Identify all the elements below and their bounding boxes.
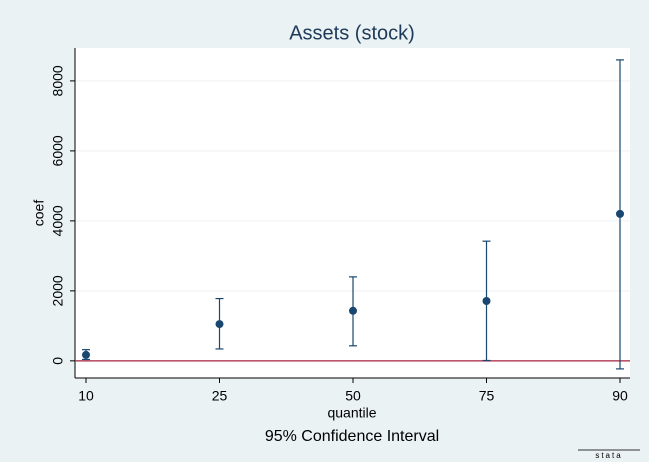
x-tick-label: 50 <box>345 388 361 404</box>
point <box>82 350 90 359</box>
x-tick-label: 10 <box>78 388 94 404</box>
chart-title: Assets (stock) <box>289 22 415 44</box>
x-tick-label: 25 <box>212 388 228 404</box>
y-tick-label: 4000 <box>50 205 66 236</box>
y-axis-label: coef <box>31 200 47 227</box>
point <box>616 209 624 218</box>
y-tick-label: 8000 <box>50 65 66 96</box>
point <box>482 297 491 306</box>
note: 95% Confidence Interval <box>265 428 439 445</box>
logo: stata <box>595 451 622 460</box>
x-tick-label: 90 <box>612 388 628 404</box>
y-tick-label: 6000 <box>50 135 66 166</box>
point <box>349 306 357 315</box>
x-axis-label: quantile <box>327 405 376 421</box>
y-tick-label: 0 <box>50 357 66 365</box>
point <box>215 320 224 329</box>
x-tick-label: 75 <box>479 388 495 404</box>
y-tick-label: 2000 <box>50 275 66 306</box>
